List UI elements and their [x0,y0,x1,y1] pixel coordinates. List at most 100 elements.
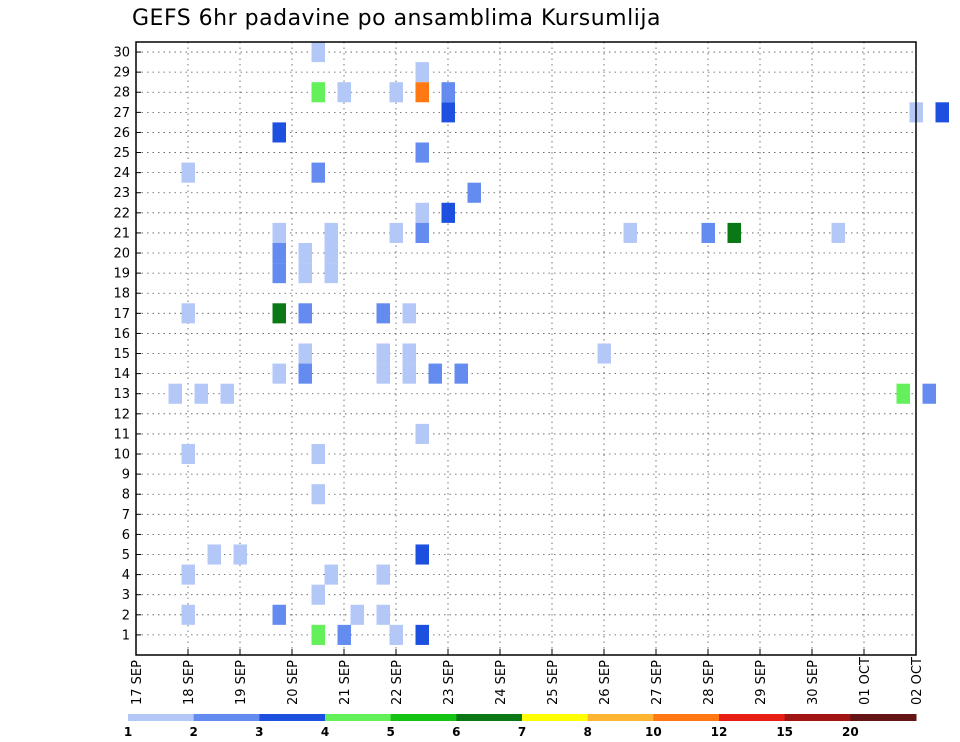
y-tick-label: 5 [122,548,130,563]
precip-cell [402,303,416,324]
precip-cell [467,182,481,203]
y-tick-label: 3 [122,588,130,603]
colorbar-swatch [193,714,260,721]
precip-cell [415,624,429,645]
precip-cell [168,383,182,404]
colorbar-label: 15 [776,725,793,739]
precip-cell [181,303,195,324]
precip-cell [272,222,286,243]
colorbar-swatch [522,714,589,721]
y-tick-label: 8 [122,488,130,503]
precip-cell [402,363,416,384]
colorbar-swatch [390,714,457,721]
precip-cell [272,604,286,625]
x-tick-label: 26 SEP [598,660,613,705]
x-tick-label: 27 SEP [650,660,665,705]
precip-cell [402,343,416,364]
y-tick-label: 10 [113,448,130,463]
precip-cell [311,82,325,103]
colorbar-swatch [456,714,523,721]
colorbar-label: 6 [452,725,460,739]
precip-cell [415,222,429,243]
x-tick-label: 30 SEP [806,660,821,705]
precip-cell [181,604,195,625]
y-tick-label: 4 [122,568,130,583]
precip-cell [922,383,936,404]
y-tick-label: 1 [122,628,130,643]
colorbar-swatch [325,714,392,721]
x-tick-label: 01 OCT [858,657,873,705]
precip-cell [272,303,286,324]
precip-cell [298,363,312,384]
precip-cell [415,423,429,444]
y-tick-label: 9 [122,468,130,483]
precip-cell [415,62,429,83]
y-tick-label: 20 [113,247,130,262]
precip-cell [831,222,845,243]
colorbar-label: 1 [124,725,132,739]
precip-cell [272,122,286,143]
x-tick-label: 24 SEP [494,660,509,705]
precip-cell [181,443,195,465]
precip-cell [324,263,338,284]
precip-cell [272,363,286,384]
x-tick-label: 23 SEP [442,660,457,705]
colorbar-label: 3 [255,725,263,739]
precip-cell [194,383,208,404]
colorbar-label: 8 [583,725,591,739]
plot-frame [135,41,917,656]
precip-cell [350,604,364,625]
precip-cell [324,242,338,264]
y-tick-label: 28 [113,86,130,101]
precip-cell [311,42,325,63]
precip-cell [441,82,455,103]
precip-cell [311,584,325,605]
precip-cell [454,363,468,384]
colorbar-label: 7 [518,725,526,739]
colorbar-swatch [784,714,851,721]
colorbar-label: 20 [842,725,859,739]
y-tick-label: 11 [113,427,130,442]
y-tick-label: 24 [113,166,130,181]
precip-cell [272,263,286,284]
x-tick-label: 19 SEP [234,660,249,705]
y-tick-label: 13 [113,387,130,402]
precip-cell [298,242,312,264]
y-tick-label: 29 [113,66,130,81]
y-axis-ticks: 1234567891011121314151617181920212223242… [113,46,141,643]
y-tick-label: 23 [113,186,130,201]
precip-cell [441,202,455,223]
y-tick-label: 27 [113,106,130,121]
precip-cell [272,242,286,264]
x-tick-label: 29 SEP [754,660,769,705]
x-axis-ticks: 17 SEP 18 SEP 19 SEP 20 SEP 21 SEP 22 SEP 23 S… [130,649,925,705]
y-tick-label: 25 [113,146,130,161]
precip-cell [376,604,390,625]
x-tick-label: 25 SEP [546,660,561,705]
colorbar-swatch [850,714,917,721]
y-tick-label: 18 [113,287,130,302]
precip-cell [324,564,338,585]
precip-cell [415,142,429,163]
colorbar-label: 5 [386,725,394,739]
colorbar-swatch [128,714,195,721]
precip-cell [428,363,442,384]
precip-cell [376,303,390,324]
chart-title: GEFS 6hr padavine po ansamblima Kursumli… [132,6,661,31]
precip-cell [701,222,715,243]
precip-cell [623,222,637,243]
precip-cell [389,222,403,243]
y-tick-label: 15 [113,347,130,362]
precipitation-cells [168,42,949,645]
y-tick-label: 21 [113,226,130,241]
precip-cell [415,82,429,103]
precip-cell [376,343,390,364]
precip-cell [337,82,351,103]
y-tick-label: 16 [113,327,130,342]
precip-cell [389,624,403,645]
x-tick-label: 22 SEP [390,660,405,705]
precip-cell [181,162,195,183]
precip-cell [389,82,403,103]
y-tick-label: 17 [113,307,130,322]
